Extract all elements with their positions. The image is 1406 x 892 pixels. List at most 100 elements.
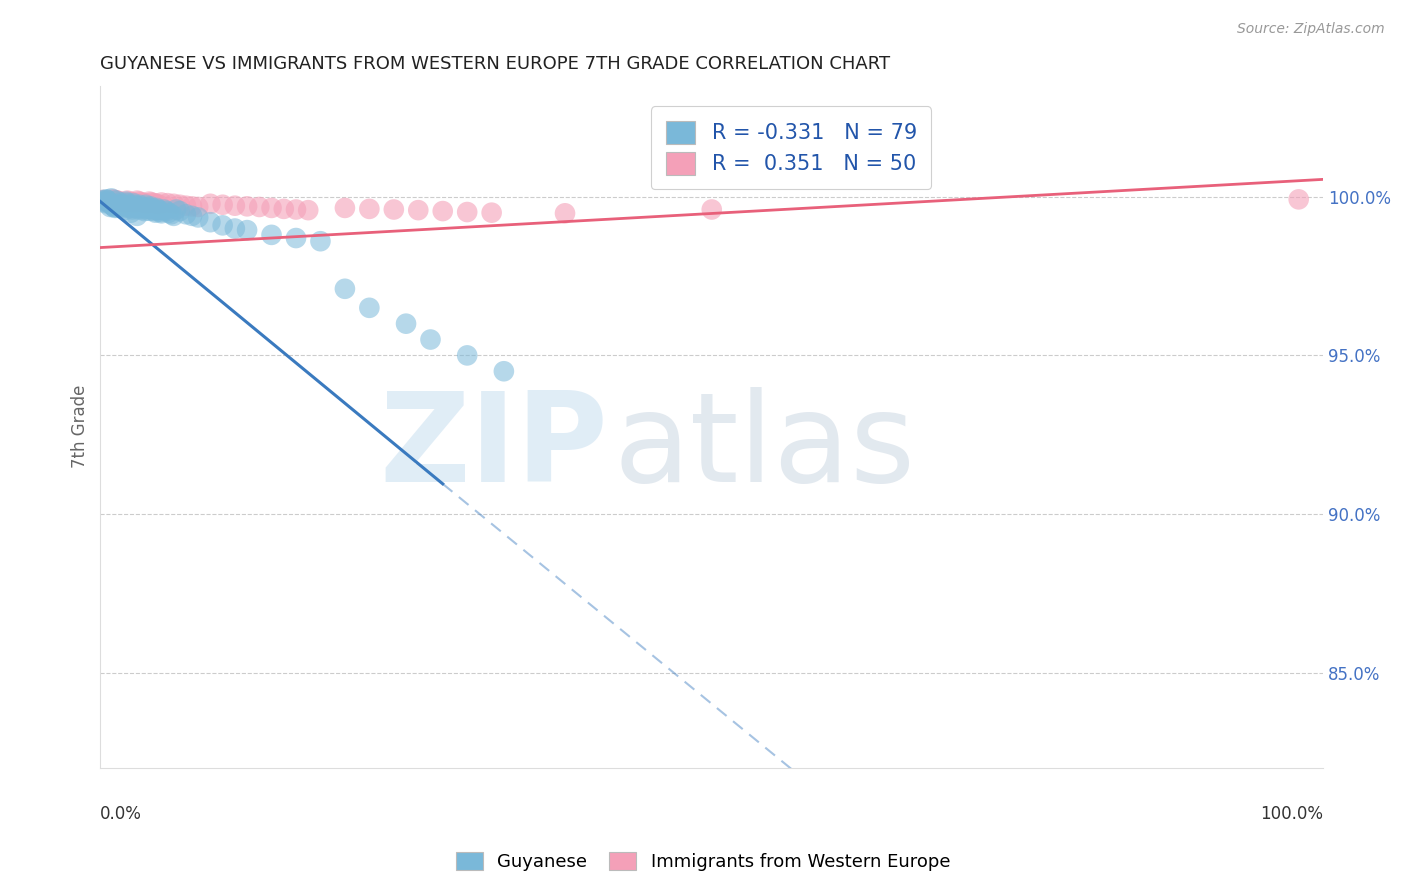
Point: [135, 196, 157, 211]
Point: [141, 195, 163, 210]
Point: [492, 364, 515, 378]
Point: [117, 196, 139, 211]
Point: [146, 202, 169, 217]
Point: [100, 191, 122, 205]
Point: [111, 198, 134, 212]
Point: [432, 204, 454, 219]
Point: [120, 201, 142, 215]
Point: [333, 282, 356, 296]
Point: [118, 199, 141, 213]
Point: [382, 202, 405, 217]
Point: [143, 204, 166, 219]
Point: [169, 198, 191, 212]
Point: [98, 196, 121, 211]
Point: [121, 195, 143, 210]
Point: [96, 193, 118, 207]
Point: [153, 202, 176, 217]
Point: [150, 206, 173, 220]
Point: [163, 196, 186, 211]
Point: [297, 203, 319, 218]
Text: GUYANESE VS IMMIGRANTS FROM WESTERN EUROPE 7TH GRADE CORRELATION CHART: GUYANESE VS IMMIGRANTS FROM WESTERN EURO…: [100, 55, 890, 73]
Text: atlas: atlas: [614, 387, 917, 508]
Point: [260, 227, 283, 242]
Point: [131, 201, 153, 215]
Point: [117, 194, 139, 208]
Point: [157, 205, 180, 219]
Point: [155, 204, 177, 219]
Point: [174, 207, 197, 221]
Point: [108, 194, 131, 209]
Point: [125, 194, 148, 208]
Point: [359, 202, 381, 216]
Point: [114, 201, 136, 215]
Point: [115, 194, 138, 209]
Point: [104, 199, 127, 213]
Point: [124, 198, 146, 212]
Point: [93, 194, 115, 209]
Point: [120, 205, 142, 219]
Point: [127, 202, 149, 217]
Point: [200, 215, 222, 229]
Point: [481, 205, 503, 219]
Point: [163, 209, 186, 223]
Point: [97, 195, 120, 210]
Point: [181, 199, 204, 213]
Point: [554, 206, 576, 220]
Point: [97, 194, 120, 209]
Point: [145, 201, 167, 215]
Point: [149, 205, 172, 219]
Point: [91, 193, 114, 207]
Point: [187, 200, 209, 214]
Point: [135, 200, 157, 214]
Point: [98, 195, 121, 210]
Point: [108, 195, 131, 210]
Point: [333, 201, 356, 215]
Point: [135, 198, 157, 212]
Point: [169, 204, 191, 219]
Point: [103, 200, 125, 214]
Point: [107, 194, 129, 208]
Point: [122, 196, 145, 211]
Point: [104, 201, 127, 215]
Point: [94, 194, 117, 208]
Point: [141, 201, 163, 215]
Point: [139, 199, 162, 213]
Text: Source: ZipAtlas.com: Source: ZipAtlas.com: [1237, 22, 1385, 37]
Point: [200, 196, 222, 211]
Point: [131, 195, 153, 210]
Point: [247, 200, 270, 214]
Point: [143, 196, 166, 211]
Point: [96, 192, 118, 206]
Point: [94, 196, 117, 211]
Point: [134, 204, 156, 219]
Text: ZIP: ZIP: [380, 387, 607, 508]
Point: [136, 202, 159, 216]
Point: [700, 202, 723, 217]
Point: [134, 196, 156, 211]
Point: [101, 192, 124, 206]
Point: [97, 194, 120, 208]
Point: [128, 198, 150, 212]
Point: [285, 231, 308, 245]
Point: [112, 199, 135, 213]
Point: [187, 211, 209, 225]
Point: [125, 209, 148, 223]
Point: [124, 196, 146, 211]
Point: [359, 301, 381, 315]
Point: [174, 199, 197, 213]
Point: [129, 199, 152, 213]
Legend: Guyanese, Immigrants from Western Europe: Guyanese, Immigrants from Western Europe: [449, 845, 957, 879]
Point: [148, 203, 170, 218]
Point: [114, 203, 136, 218]
Point: [211, 219, 233, 233]
Point: [148, 198, 170, 212]
Point: [236, 199, 259, 213]
Point: [121, 202, 143, 217]
Point: [273, 202, 295, 216]
Point: [98, 200, 121, 214]
Point: [456, 348, 478, 362]
Point: [110, 196, 132, 211]
Point: [138, 194, 160, 209]
Point: [111, 195, 134, 210]
Legend: R = -0.331   N = 79, R =  0.351   N = 50: R = -0.331 N = 79, R = 0.351 N = 50: [651, 106, 931, 189]
